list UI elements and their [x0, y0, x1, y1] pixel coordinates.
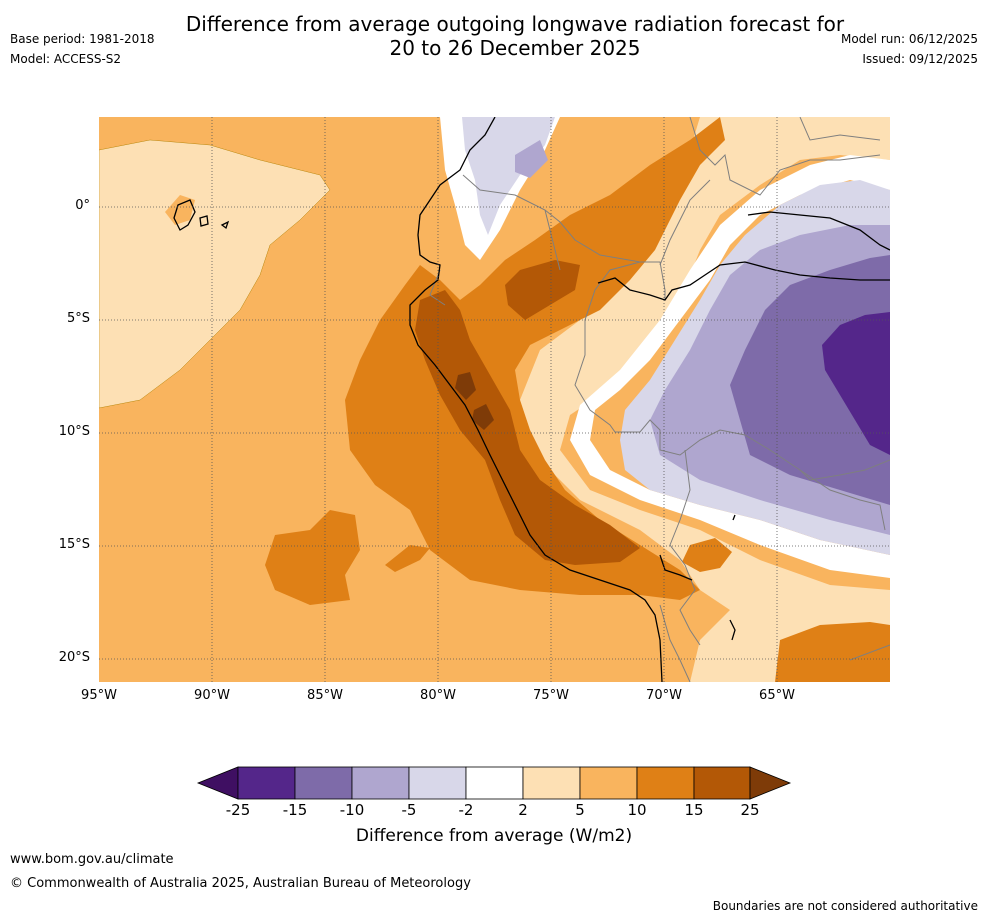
title-line-1: Difference from average outgoing longwav… — [185, 12, 845, 36]
lon-label-95w: 95°W — [81, 688, 117, 703]
anomaly-10-15-inland — [682, 538, 732, 572]
country-borders — [429, 117, 890, 682]
title-line-2: 20 to 26 December 2025 — [389, 36, 641, 60]
anomaly-neutral-east — [570, 155, 890, 578]
meta-right: Model run: 06/12/2025 Issued: 09/12/2025 — [841, 31, 978, 67]
anomaly-above-25-b — [472, 404, 494, 430]
gridlines — [99, 117, 890, 682]
base-period: Base period: 1981-2018 — [10, 32, 155, 46]
map-area — [99, 117, 890, 682]
colorbar-tick: -10 — [339, 801, 365, 819]
colorbar-tick: -2 — [458, 801, 474, 819]
lon-label-85w: 85°W — [307, 688, 343, 703]
model-run: Model run: 06/12/2025 — [840, 32, 978, 46]
colorbar-tick: -5 — [401, 801, 417, 819]
copyright-text: © Commonwealth of Australia 2025, Austra… — [10, 876, 471, 891]
anomaly-minus5-north — [515, 140, 548, 178]
colorbar-title: Difference from average (W/m2) — [355, 826, 633, 846]
anomaly-above-25-a — [455, 372, 476, 400]
anomaly-minus15 — [822, 312, 890, 455]
anomaly-10-15-coast — [345, 117, 725, 600]
disclaimer-text: Boundaries are not considered authoritat… — [712, 899, 978, 913]
lat-label-5s: 5°S — [66, 311, 90, 326]
lon-label-80w: 80°W — [420, 688, 456, 703]
coastlines — [173, 117, 890, 682]
anomaly-10-15-ocean — [265, 510, 360, 605]
colorbar-tick: 5 — [575, 801, 585, 819]
galapagos-patch — [165, 195, 195, 225]
colorbar — [196, 766, 792, 800]
colorbar-tick: -15 — [282, 801, 308, 819]
lon-label-65w: 65°W — [759, 688, 795, 703]
model-name: Model: ACCESS-S2 — [10, 52, 122, 66]
lat-label-20s: 20°S — [58, 650, 90, 665]
lon-label-75w: 75°W — [533, 688, 569, 703]
anomaly-10-15-south — [775, 622, 890, 682]
colorbar-tick: -25 — [225, 801, 251, 819]
lat-label-10s: 10°S — [58, 424, 90, 439]
issued-date: Issued: 09/12/2025 — [862, 52, 978, 66]
anomaly-10-15-small — [385, 545, 430, 572]
lat-label-15s: 15°S — [58, 537, 90, 552]
map-title: Difference from average outgoing longwav… — [0, 12, 988, 60]
colorbar-tick: 25 — [740, 801, 760, 819]
lon-label-70w: 70°W — [646, 688, 682, 703]
website-link[interactable]: www.bom.gov.au/climate — [10, 852, 174, 867]
colorbar-extend-high — [749, 766, 792, 800]
lat-label-0: 0° — [75, 198, 90, 213]
colorbar-tick: 15 — [684, 801, 704, 819]
colorbar-tick: 2 — [518, 801, 528, 819]
lon-label-90w: 90°W — [194, 688, 230, 703]
anomaly-15-25-inland — [505, 260, 580, 320]
colorbar-tick: 10 — [627, 801, 647, 819]
anomaly-15-25-coast — [415, 290, 640, 565]
anomaly-minus10 — [730, 255, 890, 505]
meta-left: Base period: 1981-2018 Model: ACCESS-S2 — [10, 31, 155, 67]
colorbar-extend-low — [196, 766, 239, 800]
